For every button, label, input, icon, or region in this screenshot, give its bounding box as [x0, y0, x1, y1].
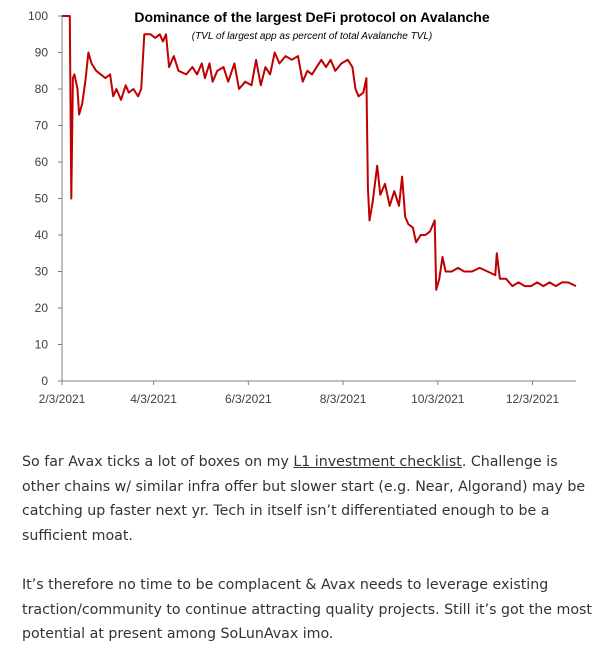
y-tick-label: 20 — [35, 301, 49, 315]
axes: 0 10 20 30 40 50 60 70 80 90 100 2/3/2021 4/3/2021 6/… — [28, 9, 576, 406]
y-tick-label: 10 — [35, 338, 49, 352]
article-text: So far Avax ticks a lot of boxes on my L… — [22, 450, 598, 672]
y-tick-label: 90 — [35, 46, 49, 60]
y-tick-label: 30 — [35, 265, 49, 279]
chart-subtitle: (TVL of largest app as percent of total … — [192, 31, 433, 42]
paragraph-1-end: . Challenge is other chains w/ similar i… — [22, 454, 586, 544]
y-tick-label: 70 — [35, 119, 49, 133]
y-tick-label: 40 — [35, 228, 49, 242]
y-tick-label: 60 — [35, 155, 49, 169]
x-tick-label: 10/3/2021 — [411, 392, 465, 406]
y-tick-label: 80 — [35, 82, 49, 96]
dominance-line-chart: Dominance of the largest DeFi protocol o… — [28, 9, 577, 406]
y-tick-label: 0 — [41, 374, 48, 388]
paragraph-1-start: So far Avax ticks a lot of boxes on my — [22, 454, 294, 470]
y-tick-label: 50 — [35, 192, 49, 206]
series-group — [62, 15, 577, 291]
l1-checklist-link[interactable]: L1 investment checklist — [293, 454, 462, 470]
x-tick-label: 2/3/2021 — [39, 392, 86, 406]
paragraph-1: So far Avax ticks a lot of boxes on my L… — [22, 450, 598, 548]
y-tick-label: 100 — [28, 9, 48, 23]
x-tick-label: 8/3/2021 — [320, 392, 367, 406]
x-tick-label: 12/3/2021 — [506, 392, 560, 406]
x-tick-label: 6/3/2021 — [225, 392, 272, 406]
chart-title: Dominance of the largest DeFi protocol o… — [134, 9, 489, 25]
paragraph-2: It’s therefore no time to be complacent … — [22, 577, 592, 642]
chart: Dominance of the largest DeFi protocol o… — [28, 9, 577, 406]
series-line — [62, 15, 577, 291]
x-tick-label: 4/3/2021 — [130, 392, 177, 406]
